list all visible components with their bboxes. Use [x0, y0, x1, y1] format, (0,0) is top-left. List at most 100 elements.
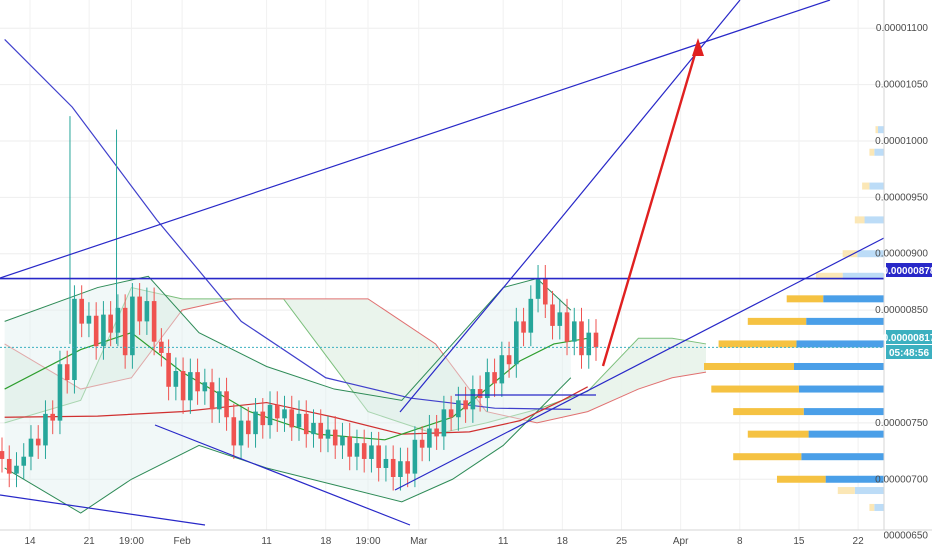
candle-body — [542, 278, 548, 305]
candle-body — [122, 307, 128, 356]
candle-body — [434, 428, 439, 437]
volume-buy-bar — [875, 126, 878, 134]
candle-body — [564, 312, 570, 342]
candle-body — [93, 315, 99, 347]
band-lower — [4, 377, 572, 514]
volume-sell-bar — [798, 385, 884, 393]
bar-countdown-label: 05:48:56 — [889, 348, 929, 359]
current-price-tag — [886, 330, 932, 344]
y-tick-label: 0.00000650 — [875, 531, 928, 542]
volume-sell-bar — [874, 503, 884, 511]
volume-buy-bar — [869, 148, 875, 156]
moving-averages — [4, 39, 588, 441]
x-tick-label: 18 — [557, 536, 569, 547]
candle-body — [492, 372, 497, 384]
candlesticks — [0, 116, 599, 491]
candle-body — [296, 413, 302, 428]
candle-body — [441, 409, 447, 437]
candle-body — [217, 391, 222, 410]
candle-body — [521, 321, 526, 333]
candle-body — [361, 443, 367, 459]
candle-body — [340, 436, 345, 446]
lower-descending-line — [154, 424, 411, 526]
candle-body — [282, 409, 287, 419]
bottom-descending-line — [0, 494, 206, 526]
x-tick-label: 11 — [261, 536, 272, 547]
volume-sell-bar — [796, 340, 884, 348]
moving-average-3 — [4, 331, 588, 441]
candle-body — [35, 438, 41, 446]
candle-body — [238, 420, 244, 446]
cloud-span-b — [4, 298, 707, 424]
x-tick-label: Mar — [410, 536, 428, 547]
cloud-fill — [4, 287, 706, 435]
volume-buy-bar — [869, 503, 875, 511]
time-axis[interactable]: 14 21 19:00 Feb 11 18 19:00 Mar 11 18 25 Apr 8 15 22 — [0, 529, 932, 550]
volume-buy-bar — [842, 250, 858, 258]
candle-body — [557, 312, 563, 326]
volume-sell-bar — [877, 126, 884, 134]
candle-body — [267, 404, 273, 426]
volume-sell-bar — [794, 362, 884, 370]
price-tags: 0.00000878 0.00000817 05:48:56 — [883, 263, 932, 359]
candle-body — [398, 461, 403, 477]
x-tick-label: 18 — [320, 536, 332, 547]
x-tick-label: Apr — [673, 536, 689, 547]
candle-body — [571, 321, 577, 342]
candle-body — [528, 298, 534, 333]
current-price-label: 0.00000817 — [883, 333, 932, 344]
upper-channel-line — [0, 0, 831, 279]
volume-sell-bar — [823, 295, 884, 303]
volume-sell-bar — [825, 475, 884, 483]
candle-body — [72, 298, 77, 381]
candle-body — [224, 391, 229, 418]
x-tick-label: 21 — [84, 536, 96, 547]
candle-body — [383, 458, 389, 468]
volume-buy-bar — [747, 430, 809, 438]
candle-body — [593, 332, 599, 348]
candle-body — [180, 371, 186, 401]
volume-buy-bar — [733, 453, 802, 461]
cloud-span-a — [4, 286, 707, 435]
candle-body — [477, 389, 483, 399]
candle-body — [14, 465, 19, 474]
volume-buy-bar — [862, 182, 870, 190]
candle-body — [586, 332, 592, 356]
volume-buy-bar — [776, 475, 826, 483]
x-tick-label: 8 — [737, 536, 743, 547]
candle-body — [456, 400, 461, 418]
candle-body — [137, 296, 142, 322]
candle-body — [101, 314, 106, 347]
candle-body — [202, 382, 208, 392]
x-tick-label: 11 — [498, 536, 509, 547]
candle-body — [245, 420, 251, 435]
moving-average-1 — [4, 39, 571, 410]
candle-body — [485, 372, 490, 399]
candle-body — [166, 352, 171, 387]
candle-body — [108, 314, 113, 333]
candle-body — [274, 404, 280, 419]
moving-average-2 — [4, 386, 588, 435]
volume-buy-bar — [704, 362, 794, 370]
candle-body — [376, 445, 381, 468]
y-tick-label: 0.00001100 — [876, 23, 929, 34]
ichimoku-cloud — [4, 286, 707, 435]
candle-body — [115, 307, 121, 333]
projection-line — [547, 0, 741, 235]
candle-body — [50, 413, 56, 421]
x-tick-label: 14 — [24, 536, 36, 547]
x-tick-label: Feb — [173, 536, 191, 547]
candle-body — [311, 422, 316, 435]
candle-body — [64, 364, 70, 381]
candle-body — [303, 413, 309, 435]
trendline-drawings[interactable] — [0, 0, 885, 526]
candle-body — [231, 417, 237, 446]
resistance-price-tag — [886, 263, 932, 277]
candle-body — [130, 296, 135, 356]
y-tick-label: 0.00000700 — [875, 474, 928, 485]
y-tick-label: 0.00000950 — [875, 192, 928, 203]
volume-buy-bar — [837, 487, 855, 495]
bar-countdown-tag — [886, 345, 932, 359]
